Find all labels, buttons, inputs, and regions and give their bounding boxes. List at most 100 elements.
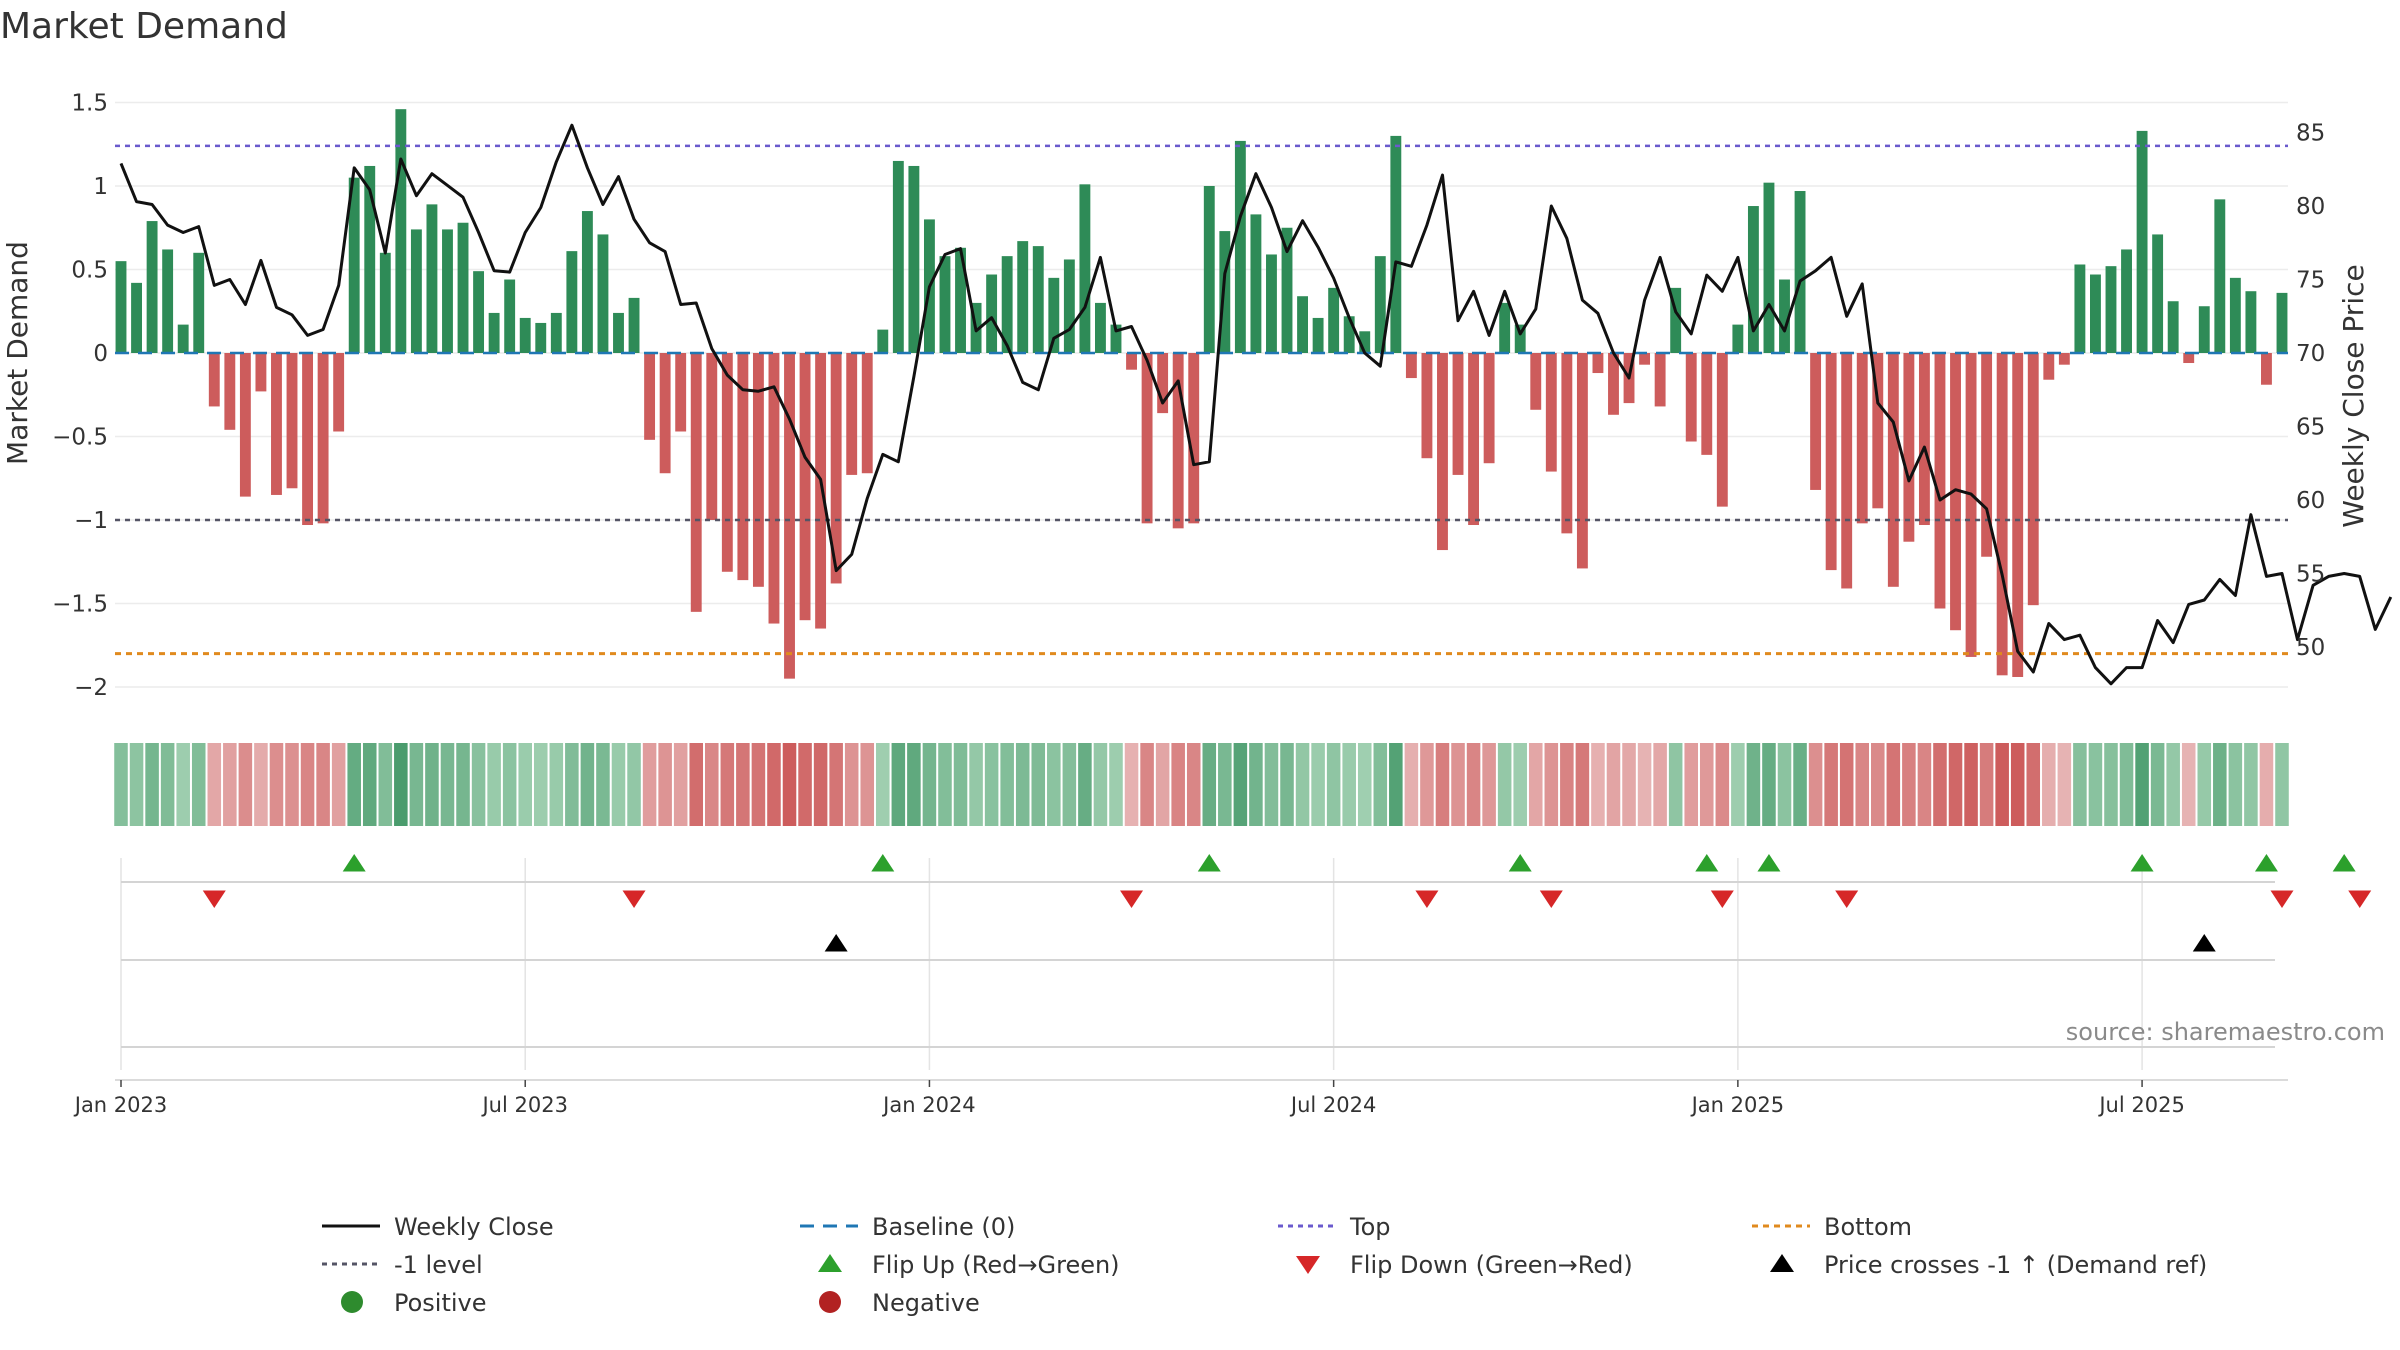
heat-cell [1373,743,1388,826]
demand-bar [566,251,578,353]
heat-cell [1979,743,1994,826]
demand-bar [1872,353,1884,509]
heat-cell [1218,743,1232,826]
x-tick-label: Jul 2025 [2097,1093,2184,1117]
demand-bar [830,353,842,584]
legend-item-baseline: Baseline (0) [800,1213,1015,1241]
legend-label: Flip Up (Red→Green) [872,1251,1120,1279]
demand-bar [644,353,656,440]
heat-cell [487,743,501,826]
heat-cell [207,743,222,826]
heat-cell [1560,743,1574,826]
demand-bar [333,353,345,432]
y-tick-label: −2 [74,675,108,701]
demand-bar [1763,182,1775,353]
demand-bar [1670,287,1682,353]
legend-label: Weekly Close [394,1213,554,1241]
heat-cell [2135,743,2149,826]
demand-bar [2105,266,2117,353]
demand-bar [255,353,267,392]
demand-bar [1779,279,1790,353]
heat-cell [2010,743,2025,826]
heat-cell [2042,743,2056,826]
x-tick-label: Jan 2023 [73,1093,168,1117]
demand-bar [1374,256,1386,353]
demand-bar [1468,353,1480,526]
heat-cell [1497,743,1512,826]
flip-up-marker [1695,854,1719,872]
heat-cell [1699,743,1714,826]
heat-cell [269,743,284,826]
heat-cell [191,743,206,826]
heat-cell [316,743,330,826]
demand-bar [2043,353,2055,380]
heat-cell [2181,743,2196,826]
heat-cell [751,743,766,826]
flip-down-marker [622,890,646,908]
demand-bar [2074,264,2086,353]
demand-bar [239,353,251,497]
heat-cell [1124,743,1139,826]
legend-item-negative: Negative [819,1289,980,1317]
heat-cell [2104,743,2118,826]
heat-cell [1295,743,1310,826]
y-tick-label: −1.5 [52,592,108,618]
demand-bar [1981,353,1993,557]
demand-bar [1918,353,1930,526]
demand-bar [2121,249,2132,353]
heat-cell [2259,743,2274,826]
demand-bar [2261,353,2272,385]
heat-cell [1155,743,1170,826]
demand-bar [1561,353,1573,534]
demand-bar [613,312,624,353]
heat-cell [409,743,424,826]
heat-cell [347,743,361,826]
heat-cell [223,743,237,826]
heat-cell [1404,743,1419,826]
demand-bar [706,353,718,520]
heat-cell [300,743,315,826]
demand-bar [737,353,749,581]
price-cross-marker [824,934,848,952]
demand-bar [2027,353,2039,606]
heat-cell [160,743,175,826]
heat-cell [1186,743,1201,826]
heat-cell [2073,743,2087,826]
demand-bar [146,221,158,353]
demand-bar [955,247,966,353]
demand-bar [535,322,547,353]
x-tick-label: Jan 2025 [1690,1093,1785,1117]
demand-bar [815,353,827,629]
flip-down-marker [1835,890,1859,908]
demand-bar [1514,324,1526,353]
heat-cell [1031,743,1046,826]
chart-title: Market Demand [0,6,288,47]
flip-down-marker [2270,890,2294,908]
demand-bar [1732,324,1744,353]
heat-cell [2119,743,2134,826]
demand-bar [1048,277,1060,353]
demand-bar [410,229,422,353]
heat-cell [456,743,470,826]
demand-bar [162,249,174,353]
heat-cell [1855,743,1870,826]
demand-bar [1483,353,1495,464]
demand-bar [1250,214,1262,353]
demand-bar [519,317,531,353]
demand-bar [1141,353,1153,524]
demand-bar [426,204,438,353]
legend-swatch-triangle [1296,1256,1320,1274]
heat-cell [705,743,719,826]
heat-cell [1171,743,1185,826]
demand-bar [1390,135,1402,353]
flip-up-marker [1757,854,1781,872]
demand-bar [1794,191,1806,353]
demand-bar [1825,353,1837,571]
heat-cell [969,743,983,826]
heat-cell [1886,743,1901,826]
demand-bar [224,353,236,430]
demand-bar [877,329,889,353]
x-tick-label: Jan 2024 [881,1093,976,1117]
demand-bar [1437,353,1448,551]
demand-bar [1172,353,1184,529]
